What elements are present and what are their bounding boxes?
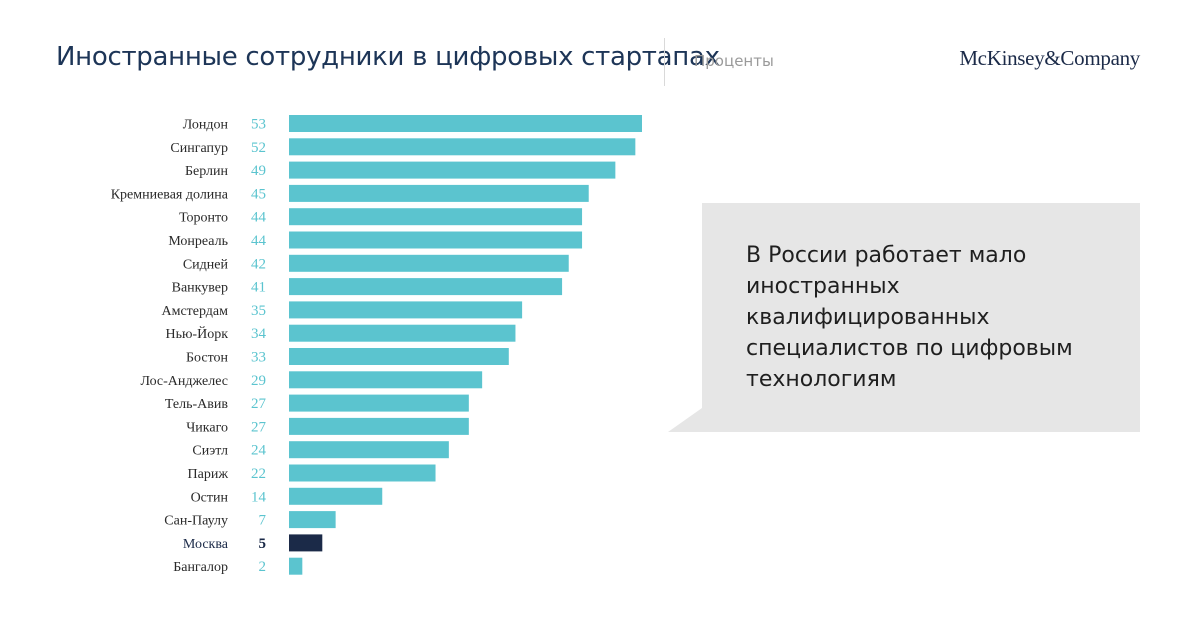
bar [289, 534, 323, 552]
category-label: Сидней [183, 257, 229, 272]
category-label: Нью-Йорк [165, 325, 228, 342]
value-label: 53 [251, 117, 266, 133]
value-label: 29 [251, 373, 266, 389]
bar [289, 161, 616, 179]
category-label: Тель-Авив [165, 397, 228, 412]
value-label: 35 [251, 303, 266, 319]
value-label: 42 [251, 256, 266, 272]
category-label: Остин [191, 490, 229, 505]
category-label: Берлин [185, 164, 229, 179]
value-label: 49 [251, 163, 266, 179]
value-label: 27 [251, 396, 267, 412]
header-divider [664, 38, 665, 86]
value-label: 7 [259, 513, 267, 529]
bar [289, 115, 642, 132]
callout-text: В России работает мало иностранных квали… [746, 243, 1073, 392]
bar [289, 208, 583, 226]
category-label: Ванкувер [172, 281, 228, 296]
value-label: 24 [251, 443, 267, 459]
category-label: Сингапур [170, 141, 228, 156]
value-label: 44 [251, 210, 267, 226]
bar [289, 511, 336, 529]
value-label: 5 [259, 536, 267, 552]
value-label: 22 [251, 466, 266, 482]
category-label: Бостон [186, 351, 229, 366]
category-label: Монреаль [168, 234, 228, 249]
bar [289, 464, 436, 482]
category-label: Торонто [179, 211, 228, 226]
bar [289, 324, 516, 342]
bar [289, 441, 449, 459]
category-label: Бангалор [173, 560, 228, 575]
category-label: Париж [188, 467, 229, 482]
category-label: Лондон [183, 118, 229, 133]
value-label: 52 [251, 140, 266, 156]
mckinsey-logo: McKinsey&Company [959, 46, 1140, 70]
bar [289, 487, 383, 505]
category-label: Сиэтл [192, 444, 228, 459]
category-label: Чикаго [186, 420, 228, 435]
bar [289, 348, 509, 365]
value-label: 44 [251, 233, 267, 249]
category-label: Кремниевая долина [111, 187, 229, 202]
category-label: Сан-Паулу [164, 514, 228, 529]
bar [289, 231, 583, 249]
bar [289, 557, 303, 575]
bar [289, 184, 589, 202]
bar [289, 278, 563, 296]
bar [289, 254, 569, 272]
value-label: 2 [259, 559, 267, 575]
category-label: Москва [183, 537, 229, 552]
value-label: 27 [251, 419, 267, 435]
category-label: Амстердам [161, 304, 228, 319]
bar [289, 394, 469, 412]
category-label: Лос-Анджелес [140, 374, 228, 389]
bar [289, 138, 636, 156]
units-label: Проценты [694, 52, 774, 70]
bar [289, 417, 469, 435]
chart-title: Иностранные сотрудники в цифровых старта… [56, 42, 720, 72]
value-label: 33 [251, 350, 266, 366]
value-label: 45 [251, 186, 266, 202]
bar [289, 301, 523, 319]
value-label: 14 [251, 489, 267, 505]
callout-box [668, 203, 1140, 432]
bar [289, 371, 483, 389]
value-label: 34 [251, 326, 267, 342]
value-label: 41 [251, 280, 266, 296]
